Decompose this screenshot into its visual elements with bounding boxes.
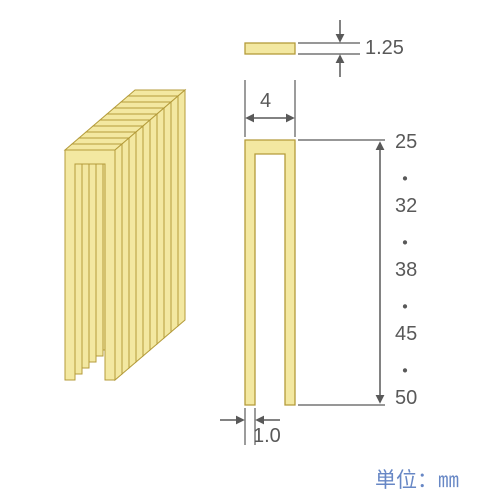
unit-label: 単位：㎜ [375,464,459,494]
length-50: 50 [395,387,417,410]
length-38: 38 [395,259,417,282]
thickness-value: 1.25 [365,37,404,60]
length-dot-4: ・ [395,355,415,384]
length-dot-3: ・ [395,291,415,320]
length-dot-2: ・ [395,227,415,256]
length-25: 25 [395,131,417,154]
staple-stack [65,90,185,380]
length-45: 45 [395,323,417,346]
length-dot-1: ・ [395,163,415,192]
length-32: 32 [395,195,417,218]
staple-dimensions [220,20,385,445]
wire-value: 1.0 [253,425,281,448]
width-value: 4 [260,90,271,113]
